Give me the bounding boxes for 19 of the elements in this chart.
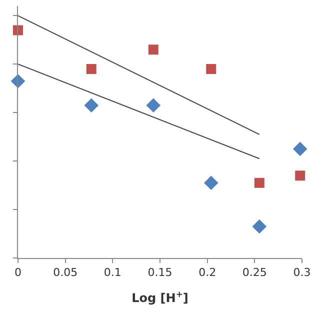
point [295, 170, 306, 181]
point [292, 142, 308, 156]
x-tick-label: 0.25 [242, 266, 267, 280]
x-tick-label: 0.15 [148, 266, 172, 280]
x-tick-label: 0.05 [53, 266, 78, 280]
x-tick-label: 0 [14, 266, 22, 280]
point [84, 98, 99, 112]
point [206, 64, 216, 74]
point [204, 176, 218, 190]
x-axis-title: Log [H$^{+}$] [132, 289, 188, 306]
point [148, 44, 158, 55]
x-tick-label: 0.3 [293, 266, 311, 280]
x-tick-label: 0.2 [198, 266, 216, 280]
point [13, 25, 23, 36]
x-tick-label: 0.1 [104, 266, 122, 280]
point [252, 219, 267, 234]
point [146, 98, 161, 112]
point [86, 64, 96, 74]
point [254, 178, 264, 188]
